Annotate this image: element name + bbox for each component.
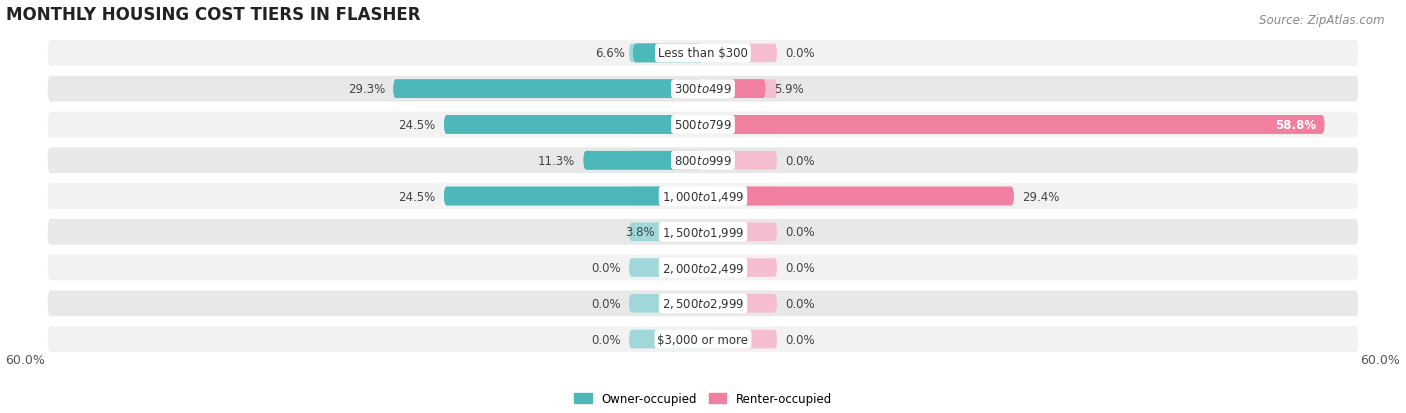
Text: $1,000 to $1,499: $1,000 to $1,499	[662, 190, 744, 204]
FancyBboxPatch shape	[48, 77, 1358, 102]
FancyBboxPatch shape	[48, 291, 1358, 316]
FancyBboxPatch shape	[703, 116, 1324, 135]
FancyBboxPatch shape	[444, 116, 703, 135]
FancyBboxPatch shape	[628, 330, 703, 349]
Text: 0.0%: 0.0%	[786, 333, 815, 346]
Text: $300 to $499: $300 to $499	[673, 83, 733, 96]
Text: 0.0%: 0.0%	[591, 261, 620, 274]
Text: 0.0%: 0.0%	[786, 47, 815, 60]
FancyBboxPatch shape	[394, 80, 703, 99]
FancyBboxPatch shape	[703, 152, 778, 170]
FancyBboxPatch shape	[703, 187, 778, 206]
Text: 60.0%: 60.0%	[6, 354, 45, 366]
Text: 29.4%: 29.4%	[1022, 190, 1060, 203]
Text: Source: ZipAtlas.com: Source: ZipAtlas.com	[1260, 14, 1385, 27]
FancyBboxPatch shape	[633, 45, 703, 63]
Text: $800 to $999: $800 to $999	[673, 154, 733, 167]
FancyBboxPatch shape	[703, 116, 1324, 135]
Text: 5.9%: 5.9%	[773, 83, 804, 96]
FancyBboxPatch shape	[628, 187, 703, 206]
Text: 24.5%: 24.5%	[398, 190, 436, 203]
Text: MONTHLY HOUSING COST TIERS IN FLASHER: MONTHLY HOUSING COST TIERS IN FLASHER	[6, 5, 420, 24]
FancyBboxPatch shape	[444, 187, 703, 206]
FancyBboxPatch shape	[703, 330, 778, 349]
FancyBboxPatch shape	[633, 45, 703, 63]
FancyBboxPatch shape	[703, 80, 765, 99]
FancyBboxPatch shape	[703, 259, 778, 277]
Text: 6.6%: 6.6%	[595, 47, 624, 60]
Text: 58.8%: 58.8%	[1275, 119, 1316, 132]
Text: 24.5%: 24.5%	[398, 119, 436, 132]
FancyBboxPatch shape	[444, 187, 703, 206]
FancyBboxPatch shape	[628, 45, 703, 63]
FancyBboxPatch shape	[628, 259, 703, 277]
FancyBboxPatch shape	[48, 326, 1358, 352]
FancyBboxPatch shape	[628, 223, 703, 242]
Text: $3,000 or more: $3,000 or more	[658, 333, 748, 346]
FancyBboxPatch shape	[628, 116, 703, 135]
Text: 0.0%: 0.0%	[786, 297, 815, 310]
FancyBboxPatch shape	[48, 219, 1358, 245]
FancyBboxPatch shape	[48, 41, 1358, 66]
FancyBboxPatch shape	[394, 80, 703, 99]
FancyBboxPatch shape	[444, 116, 703, 135]
Text: $500 to $799: $500 to $799	[673, 119, 733, 132]
Text: $1,500 to $1,999: $1,500 to $1,999	[662, 225, 744, 239]
FancyBboxPatch shape	[583, 152, 703, 170]
FancyBboxPatch shape	[703, 187, 1014, 206]
Text: Less than $300: Less than $300	[658, 47, 748, 60]
Legend: Owner-occupied, Renter-occupied: Owner-occupied, Renter-occupied	[569, 387, 837, 410]
Text: 0.0%: 0.0%	[786, 154, 815, 167]
FancyBboxPatch shape	[628, 80, 703, 99]
FancyBboxPatch shape	[628, 152, 703, 170]
Text: 0.0%: 0.0%	[786, 226, 815, 239]
Text: $2,000 to $2,499: $2,000 to $2,499	[662, 261, 744, 275]
FancyBboxPatch shape	[703, 187, 1014, 206]
Text: 0.0%: 0.0%	[591, 297, 620, 310]
FancyBboxPatch shape	[703, 223, 778, 242]
Text: 0.0%: 0.0%	[786, 261, 815, 274]
Text: 11.3%: 11.3%	[538, 154, 575, 167]
FancyBboxPatch shape	[703, 116, 778, 135]
FancyBboxPatch shape	[48, 255, 1358, 281]
Text: 60.0%: 60.0%	[1361, 354, 1400, 366]
FancyBboxPatch shape	[703, 80, 778, 99]
FancyBboxPatch shape	[662, 223, 703, 242]
FancyBboxPatch shape	[662, 223, 703, 242]
FancyBboxPatch shape	[583, 152, 703, 170]
FancyBboxPatch shape	[48, 148, 1358, 174]
Text: $2,500 to $2,999: $2,500 to $2,999	[662, 297, 744, 311]
Text: 29.3%: 29.3%	[347, 83, 385, 96]
Text: 0.0%: 0.0%	[591, 333, 620, 346]
FancyBboxPatch shape	[48, 112, 1358, 138]
FancyBboxPatch shape	[703, 294, 778, 313]
FancyBboxPatch shape	[628, 294, 703, 313]
FancyBboxPatch shape	[703, 45, 778, 63]
FancyBboxPatch shape	[703, 80, 765, 99]
FancyBboxPatch shape	[48, 184, 1358, 209]
Text: 3.8%: 3.8%	[624, 226, 654, 239]
